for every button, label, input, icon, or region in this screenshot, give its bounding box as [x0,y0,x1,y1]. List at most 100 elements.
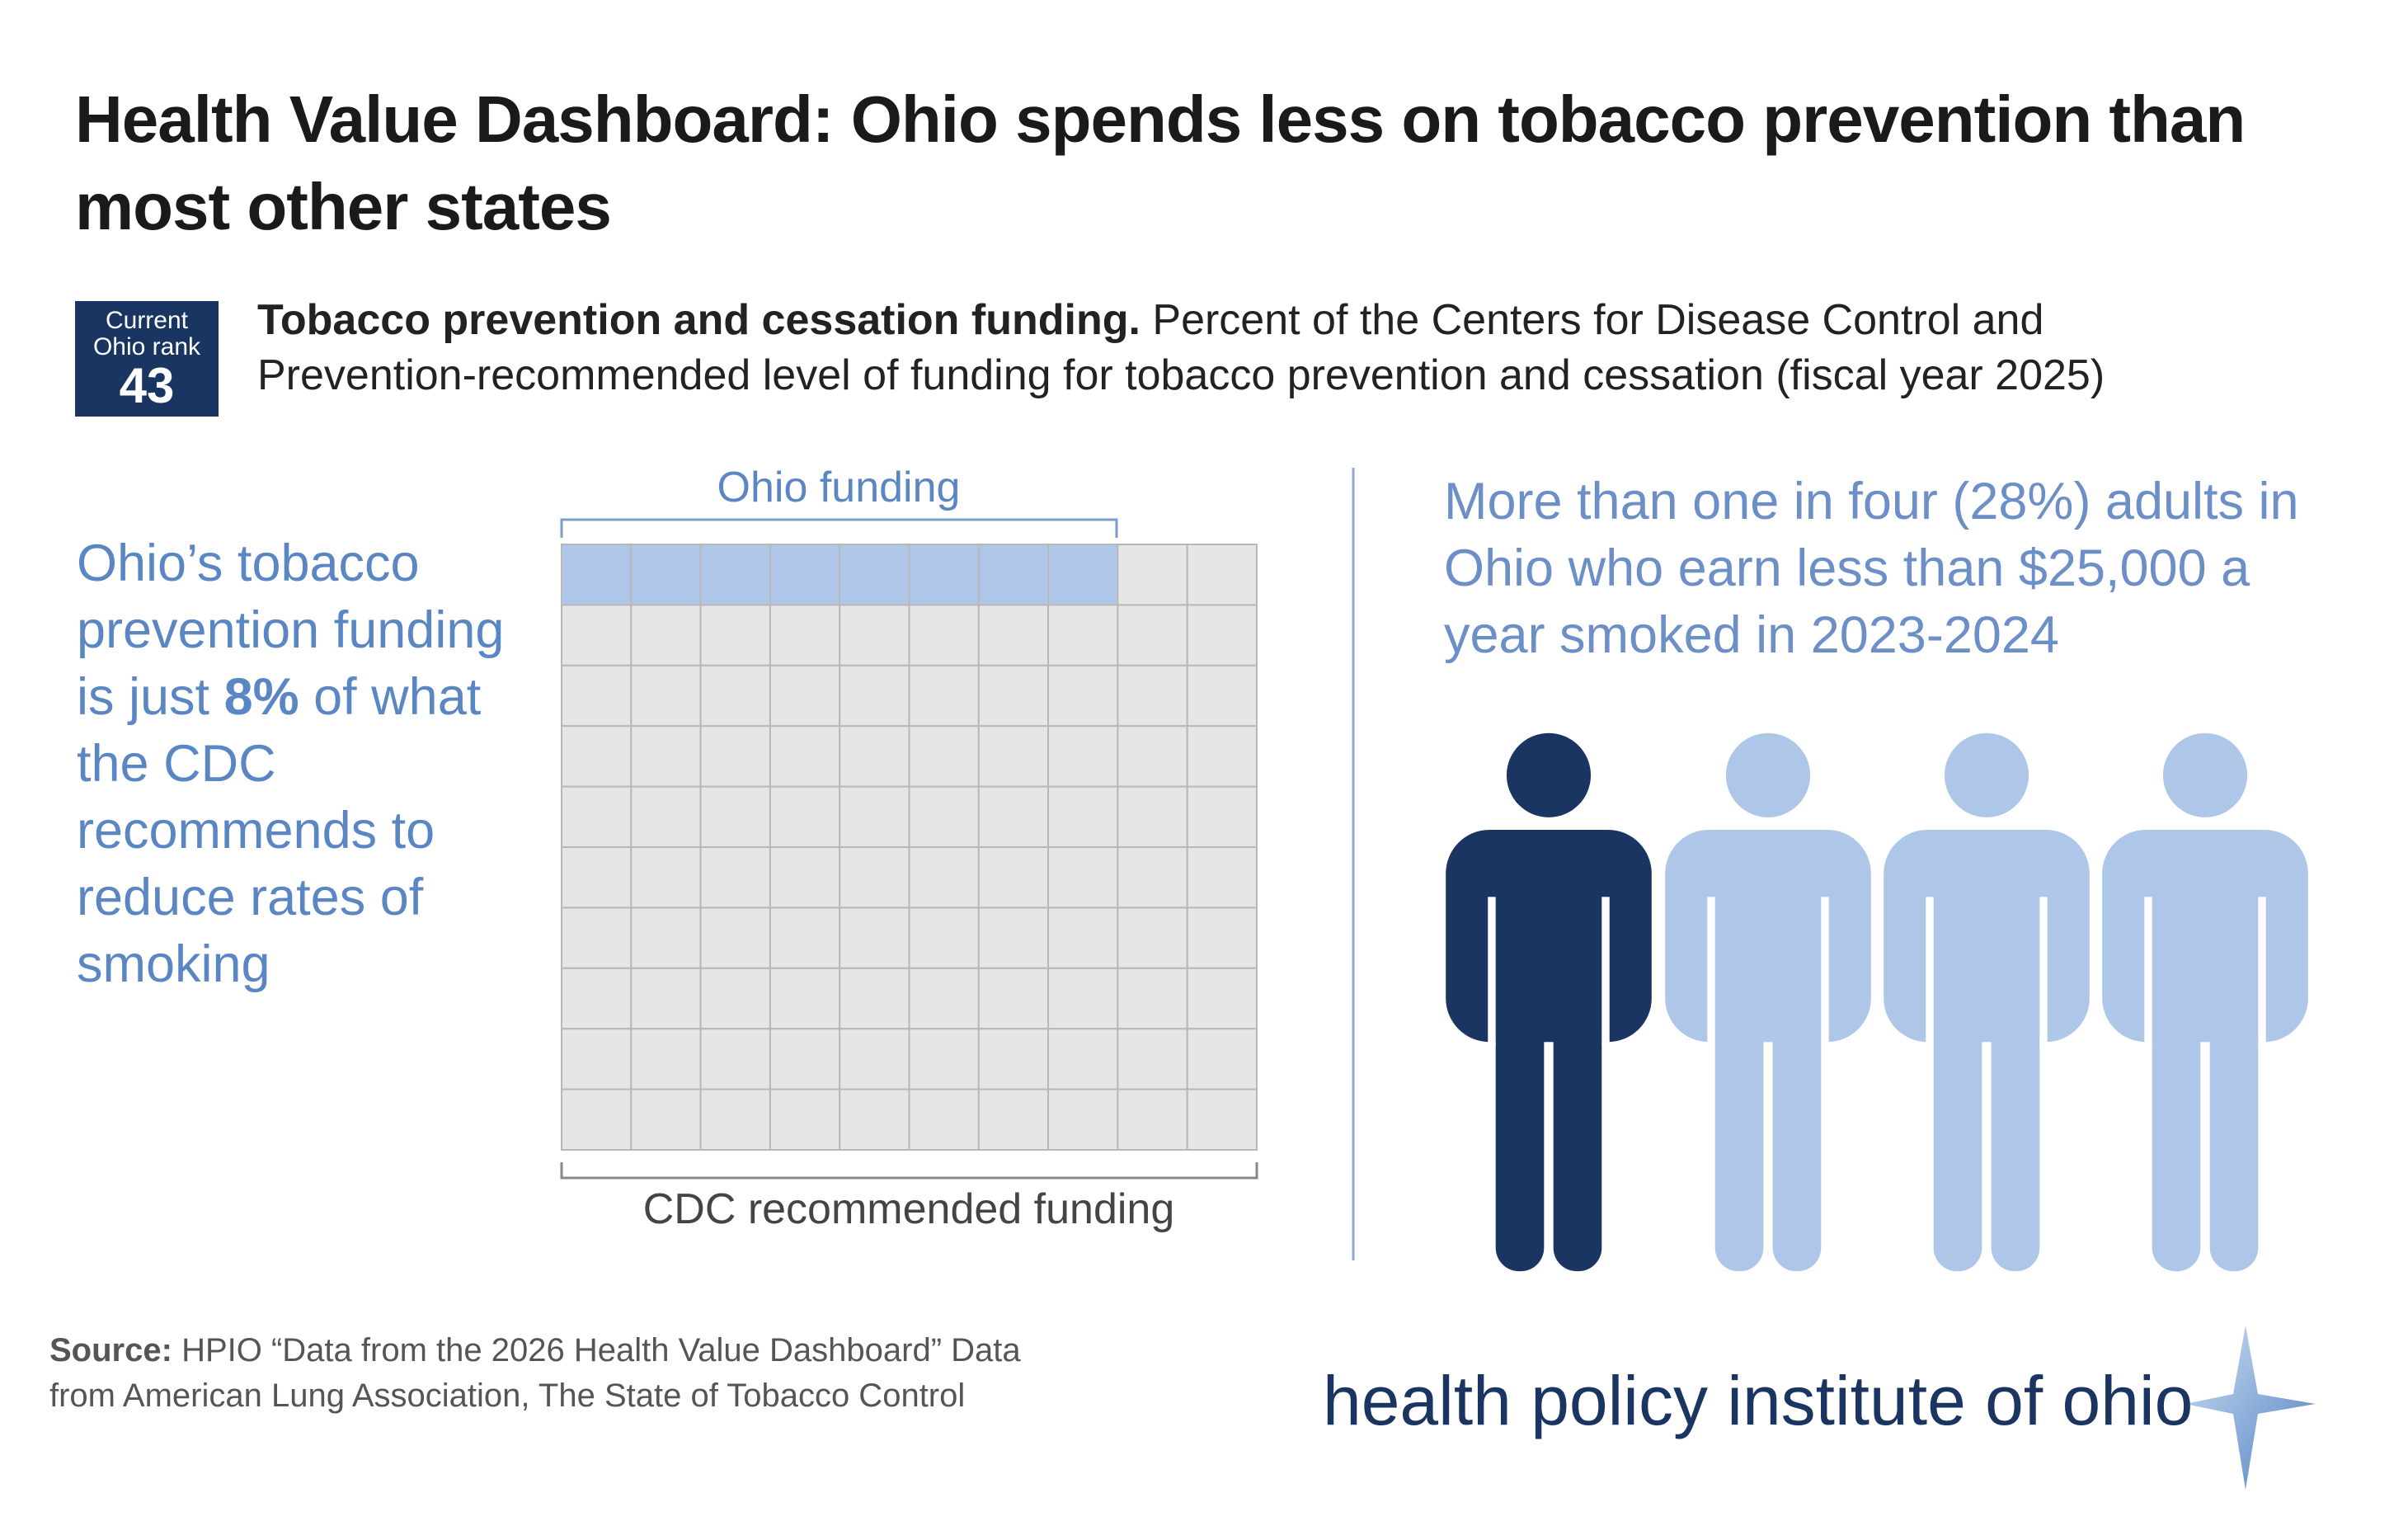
empty-cell [1047,1028,1119,1090]
filled-cell [839,544,910,606]
empty-cell [977,664,1050,728]
top-bracket [560,518,1118,538]
person-icon [2102,732,2308,1272]
empty-cell [1117,725,1188,788]
empty-cell [1047,664,1119,728]
text: of what the CDC recommends to reduce rat… [77,668,482,993]
empty-cell [1117,967,1188,1030]
empty-cell [699,1088,771,1151]
empty-cell [561,907,633,969]
empty-cell [977,1088,1050,1151]
empty-cell [561,604,633,666]
filled-cell [699,544,771,606]
empty-cell [561,1088,633,1151]
empty-cell [630,725,702,788]
empty-cell [561,785,633,848]
filled-cell [561,544,633,606]
empty-cell [1047,846,1119,909]
empty-cell [1047,604,1119,666]
empty-cell [1117,604,1188,666]
top-label: Ohio funding [717,464,961,511]
person-icon [1665,732,1871,1272]
empty-cell [1047,785,1119,848]
empty-cell [1117,846,1188,909]
bottom-label: CDC recommended funding [643,1185,1175,1233]
empty-cell [630,604,702,666]
empty-cell [699,785,771,848]
rank-label: Current [105,307,189,334]
empty-cell [977,846,1050,909]
empty-cell [1186,664,1258,728]
empty-cell [908,1088,980,1151]
empty-cell [977,785,1050,848]
empty-cell [699,1028,771,1090]
empty-cell [561,664,633,728]
source-text: HPIO “Data from the 2026 Health Value Da… [181,1332,1021,1368]
empty-cell [839,725,910,788]
empty-cell [1186,1028,1258,1090]
empty-cell [839,967,910,1030]
logo: health policy institute of ohio [1323,1362,2193,1439]
empty-cell [1186,846,1258,909]
bottom-bracket [560,1162,1258,1180]
empty-cell [1186,544,1258,606]
empty-cell [908,604,980,666]
empty-cell [1186,725,1258,788]
filled-cell [977,544,1050,606]
empty-cell [769,664,841,728]
empty-cell [769,846,841,909]
rank-label: Ohio rank [92,333,201,360]
title: Health Value Dashboard: Ohio spends less… [75,82,2246,243]
empty-cell [769,604,841,666]
filled-cell [1047,544,1119,606]
empty-cell [908,907,980,969]
filled-cell [908,544,980,606]
subtitle-text: Percent of the Centers for Disease Contr… [257,296,2105,399]
empty-cell [699,664,771,728]
empty-cell [1047,1088,1119,1151]
source-bold: Source: [49,1332,172,1368]
subtitle: Tobacco prevention and cessation funding… [257,293,2220,403]
empty-cell [630,785,702,848]
empty-cell [839,664,910,728]
empty-cell [977,907,1050,969]
empty-cell [1117,1088,1188,1151]
empty-cell [977,725,1050,788]
empty-cell [1117,785,1188,848]
empty-cell [561,846,633,909]
filled-cell [630,544,702,606]
empty-cell [630,1088,702,1151]
empty-cell [699,967,771,1030]
empty-cell [769,785,841,848]
empty-cell [839,1088,910,1151]
empty-cell [839,1028,910,1090]
empty-cell [1117,907,1188,969]
subtitle-bold: Tobacco prevention and cessation funding… [257,296,1141,344]
filled-cell [769,544,841,606]
empty-cell [1047,967,1119,1030]
empty-cell [699,725,771,788]
empty-cell [699,604,771,666]
empty-cell [839,907,910,969]
empty-cell [769,1088,841,1151]
empty-cell [1117,664,1188,728]
empty-cell [699,846,771,909]
empty-cell [1186,907,1258,969]
empty-cell [769,907,841,969]
empty-cell [908,1028,980,1090]
empty-cell [1186,1088,1258,1151]
empty-cell [1186,967,1258,1030]
empty-cell [630,664,702,728]
rank-value: 43 [119,358,175,413]
empty-cell [561,725,633,788]
empty-cell [1186,785,1258,848]
empty-cell [1047,907,1119,969]
empty-cell [1186,604,1258,666]
right-text: More than one in four (28%) adults in Oh… [1444,473,2299,664]
empty-cell [839,604,910,666]
empty-cell [839,846,910,909]
empty-cell [561,1028,633,1090]
empty-cell [977,604,1050,666]
